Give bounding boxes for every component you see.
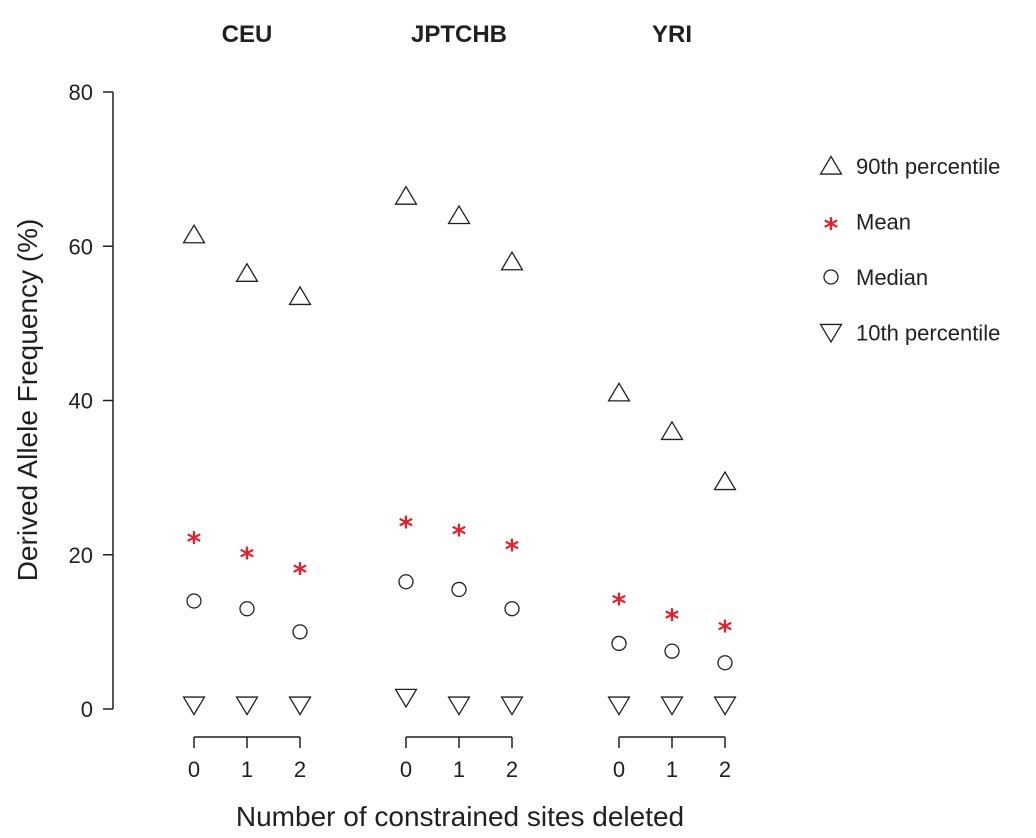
legend: 90th percentile * Mean Median 10th percentil… xyxy=(819,154,1000,346)
y-tick-label: 0 xyxy=(81,697,93,722)
point-90th-percentile xyxy=(182,223,206,244)
point-mean: * xyxy=(399,510,414,543)
point-median xyxy=(292,624,308,640)
legend-label-10th-percentile: 10th percentile xyxy=(856,321,1000,346)
point-10th-percentile xyxy=(660,696,684,716)
data-marks: * * * * * * * * * xyxy=(182,185,737,716)
point-mean: * xyxy=(240,541,255,574)
y-tick-label: 60 xyxy=(69,234,93,259)
group-titles: CEU JPTCHB YRI xyxy=(222,21,692,48)
group-title-ceu: CEU xyxy=(222,21,273,48)
legend-marker-median xyxy=(823,269,839,285)
y-tick-label: 20 xyxy=(69,543,93,568)
point-10th-percentile xyxy=(288,696,312,716)
point-90th-percentile xyxy=(288,285,312,306)
y-axis-title: Derived Allele Frequency (%) xyxy=(12,219,43,582)
legend-label-mean: Mean xyxy=(856,210,911,235)
point-mean: * xyxy=(452,518,467,551)
point-median xyxy=(664,643,680,659)
point-mean: * xyxy=(612,587,627,620)
x-tick-label: 1 xyxy=(453,757,465,782)
point-90th-percentile xyxy=(235,262,259,282)
point-mean: * xyxy=(505,533,520,566)
point-10th-percentile xyxy=(394,688,418,709)
point-median xyxy=(611,635,627,652)
point-90th-percentile xyxy=(447,204,471,225)
legend-marker-10th-percentile xyxy=(819,323,843,344)
point-median xyxy=(186,593,202,609)
y-tick-label: 40 xyxy=(69,389,93,414)
x-tick-label: 0 xyxy=(613,757,625,782)
point-mean: * xyxy=(187,525,202,558)
point-10th-percentile xyxy=(500,696,524,716)
x-tick-label: 2 xyxy=(506,757,518,782)
point-10th-percentile xyxy=(607,696,631,716)
x-tick-label: 2 xyxy=(719,757,731,782)
point-mean: * xyxy=(293,556,308,589)
point-10th-percentile xyxy=(235,696,259,716)
point-10th-percentile xyxy=(713,696,737,716)
x-tick-label: 2 xyxy=(294,757,306,782)
point-mean: * xyxy=(665,603,680,636)
point-10th-percentile xyxy=(182,696,206,716)
legend-label-90th-percentile: 90th percentile xyxy=(856,154,1000,179)
x-tick-label: 1 xyxy=(666,757,678,782)
point-10th-percentile xyxy=(447,696,471,716)
point-median xyxy=(504,601,520,617)
point-90th-percentile xyxy=(394,185,418,205)
point-90th-percentile xyxy=(500,250,524,271)
point-median xyxy=(717,655,733,671)
point-90th-percentile xyxy=(660,420,684,441)
point-median xyxy=(239,601,255,617)
legend-label-median: Median xyxy=(856,265,928,290)
x-tick-label: 1 xyxy=(241,757,253,782)
point-median xyxy=(451,581,467,598)
point-90th-percentile xyxy=(607,382,631,402)
group-title-yri: YRI xyxy=(652,21,692,48)
legend-marker-mean: * xyxy=(824,212,839,245)
x-tick-label: 0 xyxy=(400,757,412,782)
x-tick-label: 0 xyxy=(188,757,200,782)
x-axis-title: Number of constrained sites deleted xyxy=(236,801,684,832)
group-title-jptchb: JPTCHB xyxy=(411,21,507,48)
point-median xyxy=(398,574,414,590)
legend-marker-90th-percentile xyxy=(819,155,843,175)
point-mean: * xyxy=(718,614,733,647)
y-tick-label: 80 xyxy=(69,80,93,105)
point-90th-percentile xyxy=(713,470,737,491)
